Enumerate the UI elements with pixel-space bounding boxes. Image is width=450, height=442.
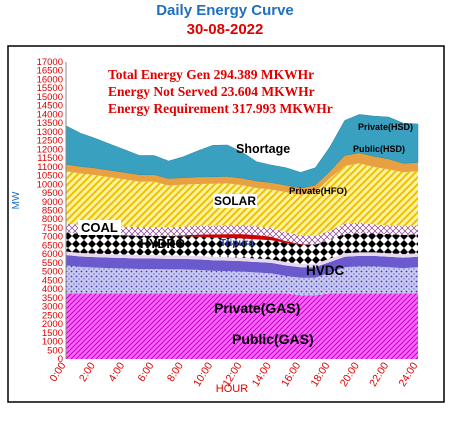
series-label-private-gas: Private(GAS)	[214, 300, 301, 316]
area-hydro	[66, 251, 418, 268]
y-tick-label: 3500	[42, 293, 63, 304]
area-shortage	[65, 114, 419, 189]
y-tick-label: 0	[58, 354, 63, 365]
y-tick-label: 7500	[42, 223, 63, 234]
series-label-coal: COAL	[78, 220, 121, 235]
annotation-not-served: Energy Not Served 23.604 MKWHr	[108, 84, 315, 99]
area-coal	[66, 232, 418, 264]
y-tick-label: 10500	[37, 171, 63, 182]
y-tick-label: 17000	[37, 57, 63, 68]
series-label-shortage: Shortage	[236, 142, 291, 156]
y-tick-label: 4500	[42, 275, 63, 286]
y-tick-label: 9500	[42, 188, 63, 199]
y-tick-label: 6500	[42, 240, 63, 251]
y-tick-label: 4000	[42, 284, 63, 295]
series-label-tripura: Tripura	[220, 238, 254, 249]
series-label-hvdc: HVDC	[306, 263, 345, 278]
x-axis-title: HOUR	[216, 383, 248, 395]
y-tick-label: 6000	[42, 249, 63, 260]
y-tick-label: 2000	[42, 319, 63, 330]
y-tick-label: 14000	[37, 109, 63, 120]
y-tick-label: 9000	[42, 197, 63, 208]
series-label-hydro: HYDRO	[140, 237, 186, 251]
y-tick-label: 11000	[37, 162, 63, 173]
area-tripura	[66, 255, 418, 278]
annotation-requirement: Energy Requirement 317.993 MKWHr	[108, 101, 333, 116]
series-label-public-hsd: Public(HSD)	[353, 144, 406, 154]
area-solar	[66, 232, 418, 245]
y-tick-label: 12500	[37, 136, 63, 147]
y-tick-label: 5000	[42, 267, 63, 278]
y-tick-label: 1500	[42, 328, 63, 339]
y-tick-label: 7000	[42, 232, 63, 243]
y-tick-label: 15500	[37, 83, 63, 94]
y-axis-title: MW	[11, 191, 22, 209]
y-tick-label: 10000	[37, 179, 63, 190]
y-tick-label: 11500	[37, 153, 63, 164]
series-label-private-hsd: Private(HSD)	[358, 122, 414, 132]
y-tick-label: 3000	[42, 302, 63, 313]
y-tick-label: 8500	[42, 206, 63, 217]
y-tick-label: 12000	[37, 144, 63, 155]
y-tick-label: 16000	[37, 74, 63, 85]
series-label-solar: SOLAR	[213, 194, 257, 208]
series-label-private-hfo: Private(HFO)	[289, 186, 348, 197]
y-tick-label: 2500	[42, 310, 63, 321]
y-tick-label: 1000	[42, 337, 63, 348]
y-tick-label: 13000	[37, 127, 63, 138]
area-public-gas	[66, 293, 418, 359]
area-private-hfo	[66, 222, 418, 245]
y-tick-label: 8000	[42, 214, 63, 225]
annotation-total-gen: Total Energy Gen 294.389 MKWHr	[108, 67, 315, 82]
chart-subtitle: 30-08-2022	[186, 21, 264, 38]
y-tick-label: 13500	[37, 118, 63, 129]
y-tick-label: 5500	[42, 258, 63, 269]
y-tick-label: 16500	[37, 66, 63, 77]
y-tick-label: 500	[47, 345, 63, 356]
area-hvdc	[66, 265, 418, 296]
y-tick-label: 14500	[37, 101, 63, 112]
y-tick-label: 15000	[37, 92, 63, 103]
series-label-public-gas: Public(GAS)	[232, 331, 314, 347]
chart-title: Daily Energy Curve	[156, 2, 294, 19]
